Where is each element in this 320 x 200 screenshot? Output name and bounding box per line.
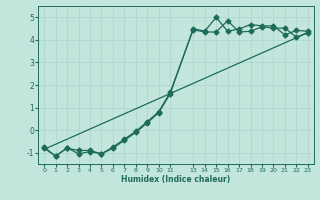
X-axis label: Humidex (Indice chaleur): Humidex (Indice chaleur) <box>121 175 231 184</box>
